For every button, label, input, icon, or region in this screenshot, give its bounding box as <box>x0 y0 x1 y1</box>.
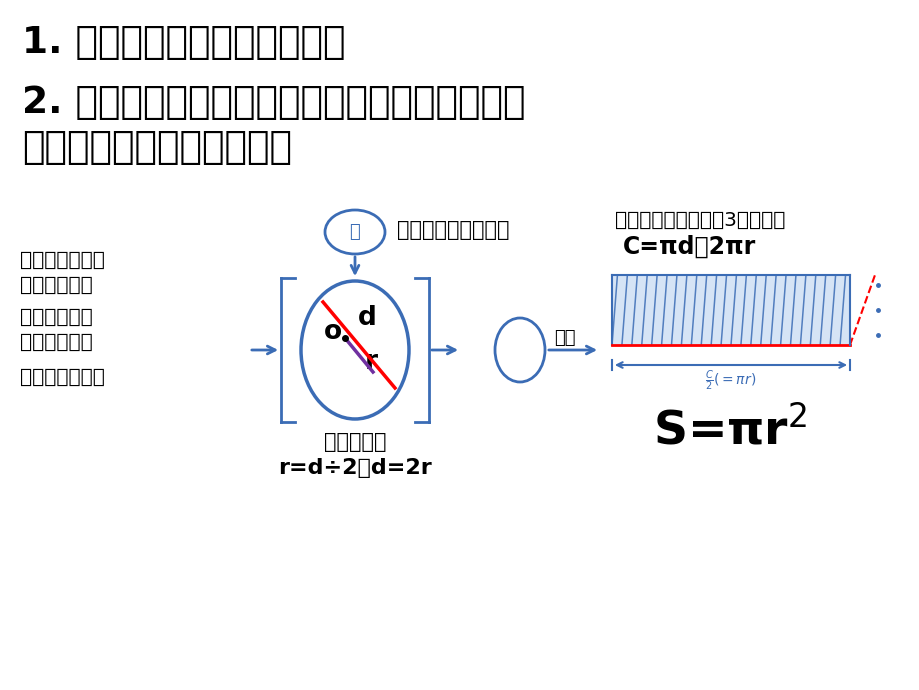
Text: 面积在生活中有哪些应用？: 面积在生活中有哪些应用？ <box>22 130 291 166</box>
Text: 旋转一周画个圆: 旋转一周画个圆 <box>20 368 105 386</box>
Text: 转化: 转化 <box>553 329 575 347</box>
Text: r: r <box>364 349 377 375</box>
Text: o: o <box>323 319 342 345</box>
Text: S=πr$^2$: S=πr$^2$ <box>652 406 806 453</box>
Text: 曲线围成的平面图形: 曲线围成的平面图形 <box>397 220 509 240</box>
Text: （圆心）位置: （圆心）位置 <box>20 333 93 351</box>
Text: 2. 圆的周长和面积经历了哪些探索过程？周长和: 2. 圆的周长和面积经历了哪些探索过程？周长和 <box>22 85 525 121</box>
Text: 1. 我们学习了圆的那些知识？: 1. 我们学习了圆的那些知识？ <box>22 25 346 61</box>
Text: 圆: 圆 <box>349 223 360 241</box>
Text: $\frac{C}{2}(=\pi r)$: $\frac{C}{2}(=\pi r)$ <box>705 369 755 393</box>
Text: d: d <box>357 305 376 331</box>
Bar <box>611 275 849 345</box>
Text: （半径）大小: （半径）大小 <box>20 275 93 295</box>
Text: 半径与直径: 半径与直径 <box>323 432 386 452</box>
Text: 圆的周长总是直径的3倍多一些: 圆的周长总是直径的3倍多一些 <box>614 210 785 230</box>
Text: C=πd或2πr: C=πd或2πr <box>622 235 755 259</box>
Text: 两脚分开定距离: 两脚分开定距离 <box>20 250 105 270</box>
Text: 针尖脚固定点: 针尖脚固定点 <box>20 308 93 326</box>
Text: r=d÷2或d=2r: r=d÷2或d=2r <box>278 458 431 478</box>
